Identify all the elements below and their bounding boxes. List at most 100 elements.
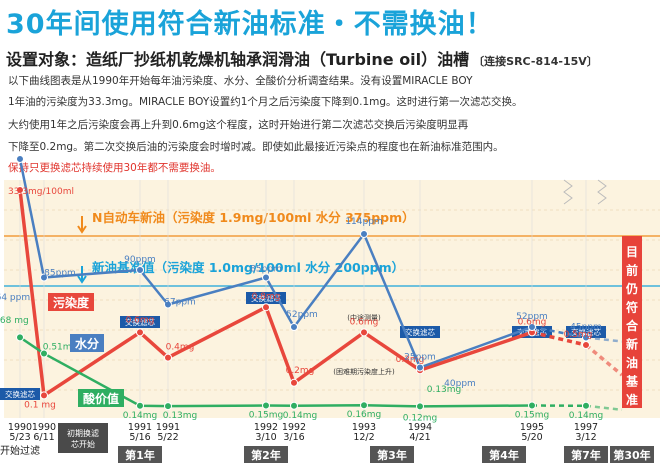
final-status-char: 合	[626, 318, 639, 333]
start-label: 开始过滤	[0, 444, 40, 457]
final-status-char: 符	[626, 300, 638, 315]
series-name-box	[48, 293, 94, 311]
year-label: 第4年	[489, 448, 519, 462]
description-line-4: 下降至0.2mg。第二次交换后油的污染度会时增时减。即使如此最接近污染点的程度也…	[8, 141, 504, 153]
water-value-label: 114ppm	[345, 217, 382, 227]
water-value-label: 52ppm	[286, 310, 318, 320]
year-marker	[370, 446, 414, 463]
axis-break	[597, 179, 607, 205]
x-tick-date: 5/20	[521, 432, 542, 443]
series-point	[16, 333, 24, 342]
series-point	[360, 401, 368, 410]
contamination-value-label: 0.8mg	[252, 292, 281, 302]
x-tick-date: 3/10	[255, 432, 276, 443]
series-point	[262, 303, 270, 312]
series-point	[360, 328, 368, 337]
series-name-label: 酸价值	[83, 391, 119, 406]
reference-arrow-icon	[77, 266, 87, 284]
exchange-badge	[566, 326, 606, 338]
subtitle-code: 〔连接SRC-814-15V〕	[473, 55, 598, 68]
reference-arrow-icon	[77, 216, 87, 234]
year-label: 第3年	[377, 448, 407, 462]
x-tick-year: 1997	[574, 422, 598, 433]
plot-background	[4, 180, 660, 418]
measure-note: (中途测量)	[347, 313, 381, 322]
x-tick-year: 1991	[156, 422, 180, 433]
contamination-value-label: 0.2mg	[286, 366, 315, 376]
contamination-value-label: 0.4mg	[166, 343, 195, 353]
cartridge-start-label: 初期换滤	[67, 428, 99, 438]
acid-value-label: 0.13mg	[163, 411, 198, 421]
acid-value-label: 0.12mg	[403, 413, 438, 423]
series-point	[40, 349, 48, 358]
final-status-char: 准	[626, 392, 638, 407]
acid-value-label: 0.68 mg	[0, 316, 29, 326]
water-value-label: 25ppm	[404, 353, 436, 363]
exchange-badge-label: 交换滤芯	[251, 293, 281, 303]
cartridge-start-box	[58, 423, 108, 453]
final-status-char: 新	[626, 337, 638, 352]
series-point	[164, 402, 172, 411]
x-tick-year: 1990	[32, 422, 56, 433]
exchange-badge	[400, 326, 440, 338]
x-tick-year: 1993	[352, 422, 376, 433]
acid-value-label: 0.51mg	[43, 343, 78, 353]
series-line-projection	[585, 336, 623, 343]
series-name-label: 水分	[75, 336, 99, 351]
exchange-badge-label: 交换滤芯	[5, 389, 35, 399]
x-tick-year: 1991	[128, 422, 152, 433]
final-status-char: 油	[626, 355, 638, 370]
year-label: 第7年	[571, 448, 601, 462]
series-line-projection	[531, 325, 587, 339]
measure-note: (困难期污染度上升)	[333, 367, 395, 376]
series-point	[164, 353, 172, 362]
exchange-badge-label: 交换滤芯	[125, 317, 155, 327]
series-point	[290, 401, 298, 410]
contamination-value-label: 33.3mg/100ml	[8, 187, 74, 197]
acid-value-label: 0.15mg	[515, 411, 550, 421]
series-point	[262, 401, 270, 410]
axis-break	[563, 179, 573, 205]
final-status-char: 目	[626, 245, 638, 259]
series-point	[262, 273, 270, 282]
year-marker	[118, 446, 162, 463]
series-point	[582, 333, 590, 342]
final-status-char: 仍	[625, 281, 638, 296]
x-tick-year: 1995	[520, 422, 544, 433]
series-name-box	[70, 334, 104, 352]
year-marker	[564, 446, 608, 463]
series-point	[40, 273, 48, 282]
series-point	[136, 266, 144, 274]
description-line-3: 大约使用1年之后污染度会再上升到0.6mg这个程度，这时开始进行第二次滤芯交换后…	[8, 119, 469, 131]
year-marker	[482, 446, 526, 463]
year-marker	[610, 446, 654, 463]
acid-value-label: 0.14mg	[569, 411, 604, 421]
x-tick-date: 3/12	[575, 432, 596, 443]
series-point	[360, 230, 368, 238]
year-label: 第1年	[125, 448, 155, 462]
series-point	[416, 402, 424, 411]
x-tick-year: 1992	[254, 422, 278, 433]
x-tick-date: 12/2	[353, 432, 374, 443]
x-tick-date: 6/11	[33, 432, 54, 443]
series-point	[582, 401, 590, 410]
contamination-value-label: 0.3mg	[396, 355, 425, 365]
series-point	[40, 391, 48, 400]
water-value-label: 52ppm	[516, 312, 548, 322]
x-tick-date: 5/23	[9, 432, 30, 443]
series-point	[528, 323, 536, 331]
series-point	[290, 378, 298, 387]
exchange-badge-label: 交换滤芯	[571, 327, 601, 337]
water-value-label: 85ppm	[44, 269, 76, 279]
description-highlight: 保持只更换滤芯持续使用30年都不需要换油。	[8, 162, 221, 174]
x-tick-date: 3/16	[283, 432, 304, 443]
contamination-value-label: 0.5mg	[564, 330, 593, 340]
series-point	[136, 328, 144, 337]
contamination-value-label: 0.6mg	[518, 317, 547, 327]
x-tick-year: 1992	[282, 422, 306, 433]
exchange-badge	[0, 388, 40, 400]
year-label: 第30年	[613, 448, 650, 462]
final-status-bar	[622, 236, 642, 408]
description-line-1: 以下曲线图表是从1990年开始每年油污染度、水分、全酸价分析调查结果。没有设置M…	[8, 75, 473, 87]
